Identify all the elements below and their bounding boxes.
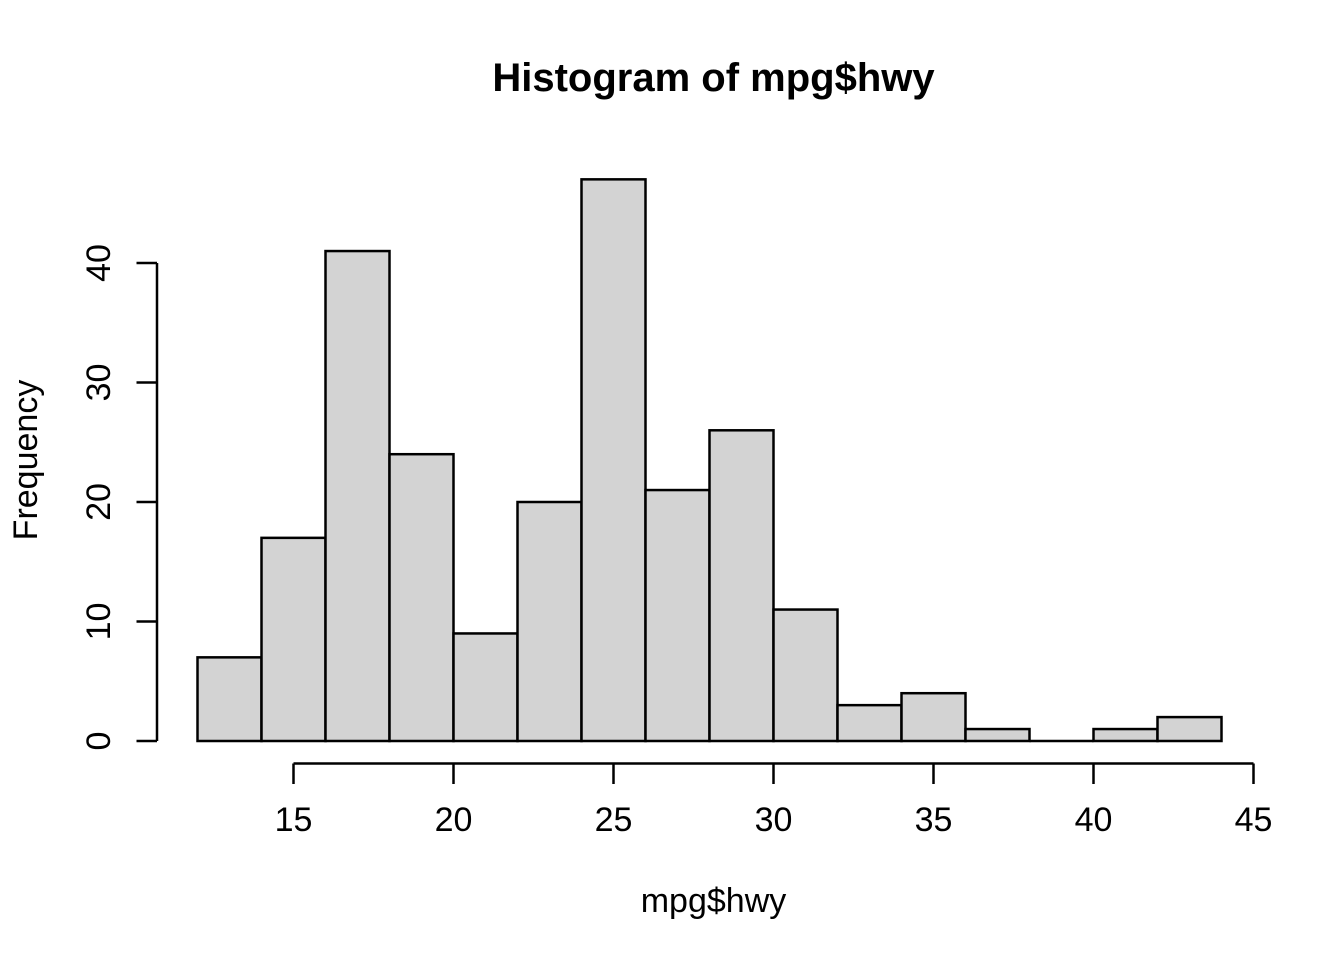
y-tick-label: 20 bbox=[80, 483, 118, 521]
x-tick-label: 40 bbox=[1075, 801, 1113, 839]
y-tick-label: 0 bbox=[80, 732, 118, 751]
x-tick-label: 15 bbox=[275, 801, 313, 839]
histogram-bar bbox=[772, 608, 839, 743]
histogram-bar bbox=[196, 656, 263, 743]
histogram-bar bbox=[388, 452, 455, 743]
histogram-bar bbox=[1156, 715, 1223, 743]
plot-title: Histogram of mpg$hwy bbox=[492, 56, 935, 100]
y-tick-label: 40 bbox=[80, 244, 118, 282]
histogram-bar bbox=[1092, 727, 1159, 743]
x-tick-label: 25 bbox=[595, 801, 633, 839]
x-axis: 15 20 25 30 35 40 45 bbox=[275, 762, 1273, 839]
y-tick-label: 10 bbox=[80, 603, 118, 641]
histogram-bar bbox=[324, 249, 391, 743]
histogram-bar bbox=[644, 488, 711, 743]
histogram-bar bbox=[900, 691, 967, 743]
x-tick-label: 45 bbox=[1235, 801, 1273, 839]
histogram-bar bbox=[708, 429, 775, 743]
x-tick-label: 20 bbox=[435, 801, 473, 839]
bars-group bbox=[196, 178, 1223, 743]
x-tick-label: 30 bbox=[755, 801, 793, 839]
x-tick-label: 35 bbox=[915, 801, 953, 839]
histogram-bar bbox=[260, 536, 327, 743]
histogram-bar bbox=[516, 500, 583, 743]
y-tick-label: 30 bbox=[80, 364, 118, 402]
y-axis-label: Frequency bbox=[7, 380, 45, 541]
y-axis: 0 10 20 30 40 bbox=[80, 244, 159, 751]
x-axis-label: mpg$hwy bbox=[641, 882, 787, 920]
histogram-bar bbox=[452, 632, 519, 743]
histogram-bar bbox=[836, 703, 903, 743]
histogram-bar bbox=[964, 727, 1031, 743]
histogram-bar bbox=[580, 178, 647, 743]
